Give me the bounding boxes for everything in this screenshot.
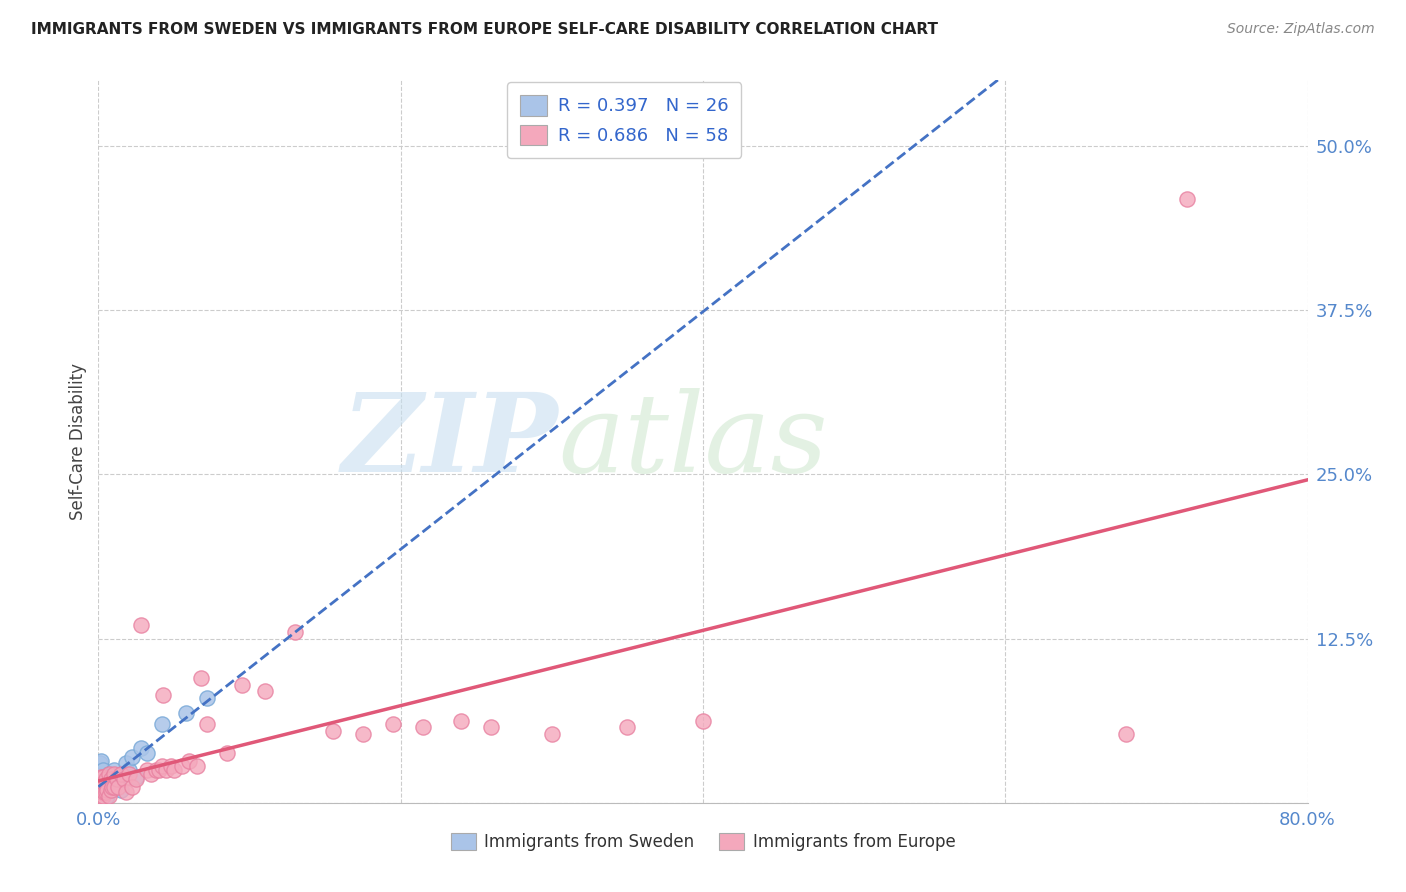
Point: [112, 772, 135, 786]
Point: [98, 767, 121, 781]
Point: [100, 780, 122, 794]
Point: [89, 780, 111, 794]
Point: [125, 770, 148, 784]
Point: [352, 727, 374, 741]
Text: ZIP: ZIP: [342, 388, 558, 495]
Point: [114, 756, 136, 771]
Point: [179, 754, 201, 768]
Point: [98, 789, 121, 804]
Point: [96, 789, 118, 804]
Point: [540, 727, 562, 741]
Point: [160, 759, 183, 773]
Point: [94, 785, 117, 799]
Point: [450, 714, 472, 729]
Point: [90, 776, 112, 790]
Point: [103, 767, 125, 781]
Point: [195, 690, 218, 705]
Point: [93, 776, 115, 790]
Point: [110, 782, 132, 797]
Point: [91, 770, 114, 784]
Point: [150, 759, 173, 773]
Point: [155, 763, 177, 777]
Point: [90, 770, 112, 784]
Point: [90, 754, 112, 768]
Point: [170, 759, 193, 773]
Point: [190, 671, 212, 685]
Point: [1115, 727, 1137, 741]
Point: [96, 782, 118, 797]
Point: [101, 780, 124, 794]
Point: [118, 763, 141, 777]
Point: [105, 772, 128, 786]
Point: [186, 759, 208, 773]
Point: [89, 770, 111, 784]
Point: [125, 772, 148, 786]
Point: [121, 749, 143, 764]
Text: atlas: atlas: [558, 388, 828, 495]
Point: [100, 772, 122, 786]
Point: [150, 717, 173, 731]
Point: [103, 763, 125, 777]
Legend: Immigrants from Sweden, Immigrants from Europe: Immigrants from Sweden, Immigrants from …: [443, 825, 963, 860]
Point: [94, 772, 117, 786]
Point: [121, 780, 143, 794]
Text: Source: ZipAtlas.com: Source: ZipAtlas.com: [1227, 22, 1375, 37]
Point: [253, 684, 276, 698]
Point: [93, 776, 115, 790]
Point: [90, 780, 112, 794]
Point: [412, 720, 434, 734]
Point: [89, 756, 111, 771]
Point: [110, 767, 132, 781]
Point: [129, 740, 152, 755]
Point: [1175, 192, 1198, 206]
Point: [284, 625, 307, 640]
Point: [94, 772, 117, 786]
Point: [215, 746, 238, 760]
Point: [91, 782, 114, 797]
Point: [89, 789, 111, 804]
Point: [107, 780, 129, 794]
Point: [382, 717, 405, 731]
Point: [91, 789, 114, 804]
Y-axis label: Self-Care Disability: Self-Care Disability: [69, 363, 87, 520]
Point: [91, 763, 114, 777]
Point: [152, 688, 174, 702]
Point: [322, 723, 344, 738]
Point: [129, 618, 152, 632]
Point: [93, 785, 115, 799]
Point: [90, 767, 112, 781]
Point: [148, 763, 170, 777]
Point: [105, 776, 128, 790]
Point: [114, 785, 136, 799]
Point: [101, 782, 124, 797]
Point: [481, 720, 503, 734]
Point: [141, 767, 163, 781]
Text: IMMIGRANTS FROM SWEDEN VS IMMIGRANTS FROM EUROPE SELF-CARE DISABILITY CORRELATIO: IMMIGRANTS FROM SWEDEN VS IMMIGRANTS FRO…: [31, 22, 938, 37]
Point: [174, 706, 197, 721]
Point: [135, 763, 157, 777]
Point: [118, 767, 141, 781]
Point: [98, 767, 121, 781]
Point: [90, 785, 112, 799]
Point: [231, 677, 253, 691]
Point: [145, 763, 167, 777]
Point: [135, 746, 157, 760]
Point: [616, 720, 638, 734]
Point: [195, 717, 218, 731]
Point: [692, 714, 714, 729]
Point: [163, 763, 186, 777]
Point: [100, 782, 122, 797]
Point: [91, 782, 114, 797]
Point: [103, 780, 125, 794]
Point: [93, 785, 115, 799]
